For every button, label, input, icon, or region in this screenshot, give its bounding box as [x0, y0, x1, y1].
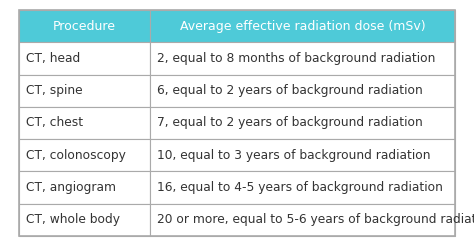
Bar	[150, 204, 455, 236]
Text: 2, equal to 8 months of background radiation: 2, equal to 8 months of background radia…	[157, 52, 435, 65]
Bar	[150, 10, 455, 42]
Text: 16, equal to 4-5 years of background radiation: 16, equal to 4-5 years of background rad…	[157, 181, 443, 194]
Text: CT, chest: CT, chest	[26, 117, 83, 129]
Bar	[150, 107, 455, 139]
Bar	[150, 75, 455, 107]
Bar	[19, 139, 150, 171]
Text: 6, equal to 2 years of background radiation: 6, equal to 2 years of background radiat…	[157, 84, 423, 97]
Bar	[19, 42, 150, 75]
Text: CT, whole body: CT, whole body	[26, 214, 120, 227]
Bar	[150, 171, 455, 204]
Text: Procedure: Procedure	[53, 19, 116, 32]
Text: 7, equal to 2 years of background radiation: 7, equal to 2 years of background radiat…	[157, 117, 423, 129]
Bar	[19, 204, 150, 236]
Text: CT, head: CT, head	[26, 52, 80, 65]
Text: 10, equal to 3 years of background radiation: 10, equal to 3 years of background radia…	[157, 149, 430, 162]
Bar	[150, 139, 455, 171]
Bar	[19, 75, 150, 107]
Text: CT, angiogram: CT, angiogram	[26, 181, 116, 194]
Bar	[19, 107, 150, 139]
Bar	[150, 42, 455, 75]
Text: Average effective radiation dose (mSv): Average effective radiation dose (mSv)	[180, 19, 425, 32]
Text: CT, colonoscopy: CT, colonoscopy	[26, 149, 126, 162]
Bar	[19, 171, 150, 204]
Text: 20 or more, equal to 5-6 years of background radiation: 20 or more, equal to 5-6 years of backgr…	[157, 214, 474, 227]
Bar	[19, 10, 150, 42]
Text: CT, spine: CT, spine	[26, 84, 82, 97]
